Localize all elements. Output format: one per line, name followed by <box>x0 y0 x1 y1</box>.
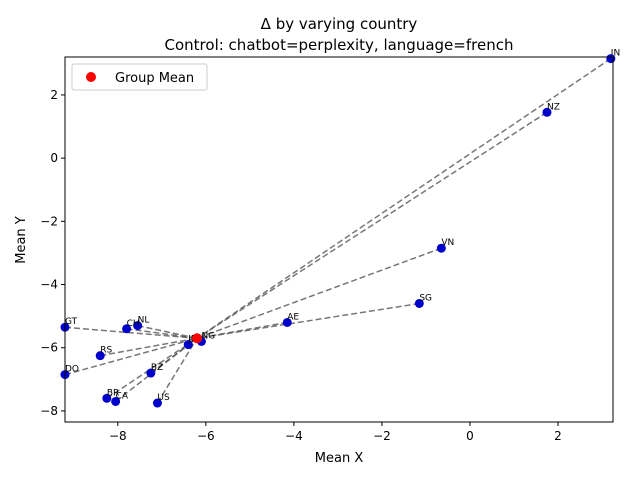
delta-line-nz <box>196 111 548 339</box>
y-tick-label: 2 <box>50 88 58 102</box>
x-tick-label: −6 <box>197 429 215 443</box>
x-tick-label: 2 <box>554 429 562 443</box>
y-tick-label: 0 <box>50 151 58 165</box>
point-nl <box>133 321 143 331</box>
point-bz <box>146 368 156 378</box>
legend-marker <box>86 72 96 82</box>
group-mean-point <box>192 333 203 344</box>
point-ch <box>122 324 132 334</box>
point-label-gt: GT <box>65 317 78 327</box>
point-us <box>152 398 162 408</box>
x-tick-label: −4 <box>285 429 303 443</box>
point-label-us: US <box>157 393 170 403</box>
point-br <box>102 393 112 403</box>
delta-line-us <box>156 337 198 404</box>
group-mean-marker <box>192 333 203 344</box>
y-axis-label: Mean Y <box>14 216 29 264</box>
point-jp <box>183 340 193 350</box>
delta-line-sg <box>196 302 420 339</box>
point-label-br: BR <box>107 388 119 398</box>
point-ae <box>282 317 292 327</box>
legend-box <box>71 63 208 91</box>
y-tick-label: −6 <box>40 341 58 355</box>
point-label-sg: SG <box>419 293 432 303</box>
x-axis-ticks: −8 −6 −4 −2 0 2 <box>109 422 562 443</box>
point-label-ae: AE <box>287 312 299 322</box>
y-tick-label: −4 <box>40 278 58 292</box>
point-label-bz: BZ <box>151 363 163 373</box>
y-axis-ticks: −8 −6 −4 −2 0 2 <box>40 88 65 418</box>
delta-line-rs <box>100 337 198 357</box>
x-tick-label: −2 <box>373 429 391 443</box>
point-nz <box>542 107 552 117</box>
delta-line-ca <box>115 337 198 403</box>
delta-line-ae <box>196 321 288 339</box>
delta-line-nl <box>137 324 198 339</box>
point-label-in: IN <box>611 49 620 59</box>
delta-line-in <box>196 57 612 339</box>
delta-line-gt <box>64 326 198 340</box>
y-tick-label: −8 <box>40 404 58 418</box>
chart-title-line-2: Control: chatbot=perplexity, language=fr… <box>165 36 514 54</box>
delta-line-br <box>106 337 198 399</box>
delta-line-do <box>64 337 198 376</box>
point-label-ng: NG <box>201 331 215 341</box>
point-sg <box>414 298 424 308</box>
y-tick-label: −2 <box>40 214 58 228</box>
chart-title-line-1: Δ by varying country <box>261 15 418 33</box>
point-vn <box>436 243 446 253</box>
point-ca <box>111 396 121 406</box>
country-points <box>60 54 616 408</box>
point-label-ch: CH <box>127 319 140 329</box>
point-label-nl: NL <box>138 316 150 326</box>
x-tick-label: 0 <box>466 429 474 443</box>
legend-label: Group Mean <box>115 71 194 86</box>
point-label-nz: NZ <box>547 102 560 112</box>
point-label-rs: RS <box>100 346 112 356</box>
legend: Group Mean <box>71 63 208 91</box>
x-axis-label: Mean X <box>315 451 364 466</box>
delta-line-vn <box>196 247 442 339</box>
plot-frame <box>64 56 614 423</box>
point-label-ca: CA <box>116 391 129 401</box>
plot-area <box>65 57 613 422</box>
point-label-vn: VN <box>441 238 454 248</box>
point-label-jp: JP <box>187 335 197 345</box>
point-rs <box>95 351 105 361</box>
point-label-do: DO <box>65 365 79 375</box>
x-tick-label: −8 <box>109 429 127 443</box>
